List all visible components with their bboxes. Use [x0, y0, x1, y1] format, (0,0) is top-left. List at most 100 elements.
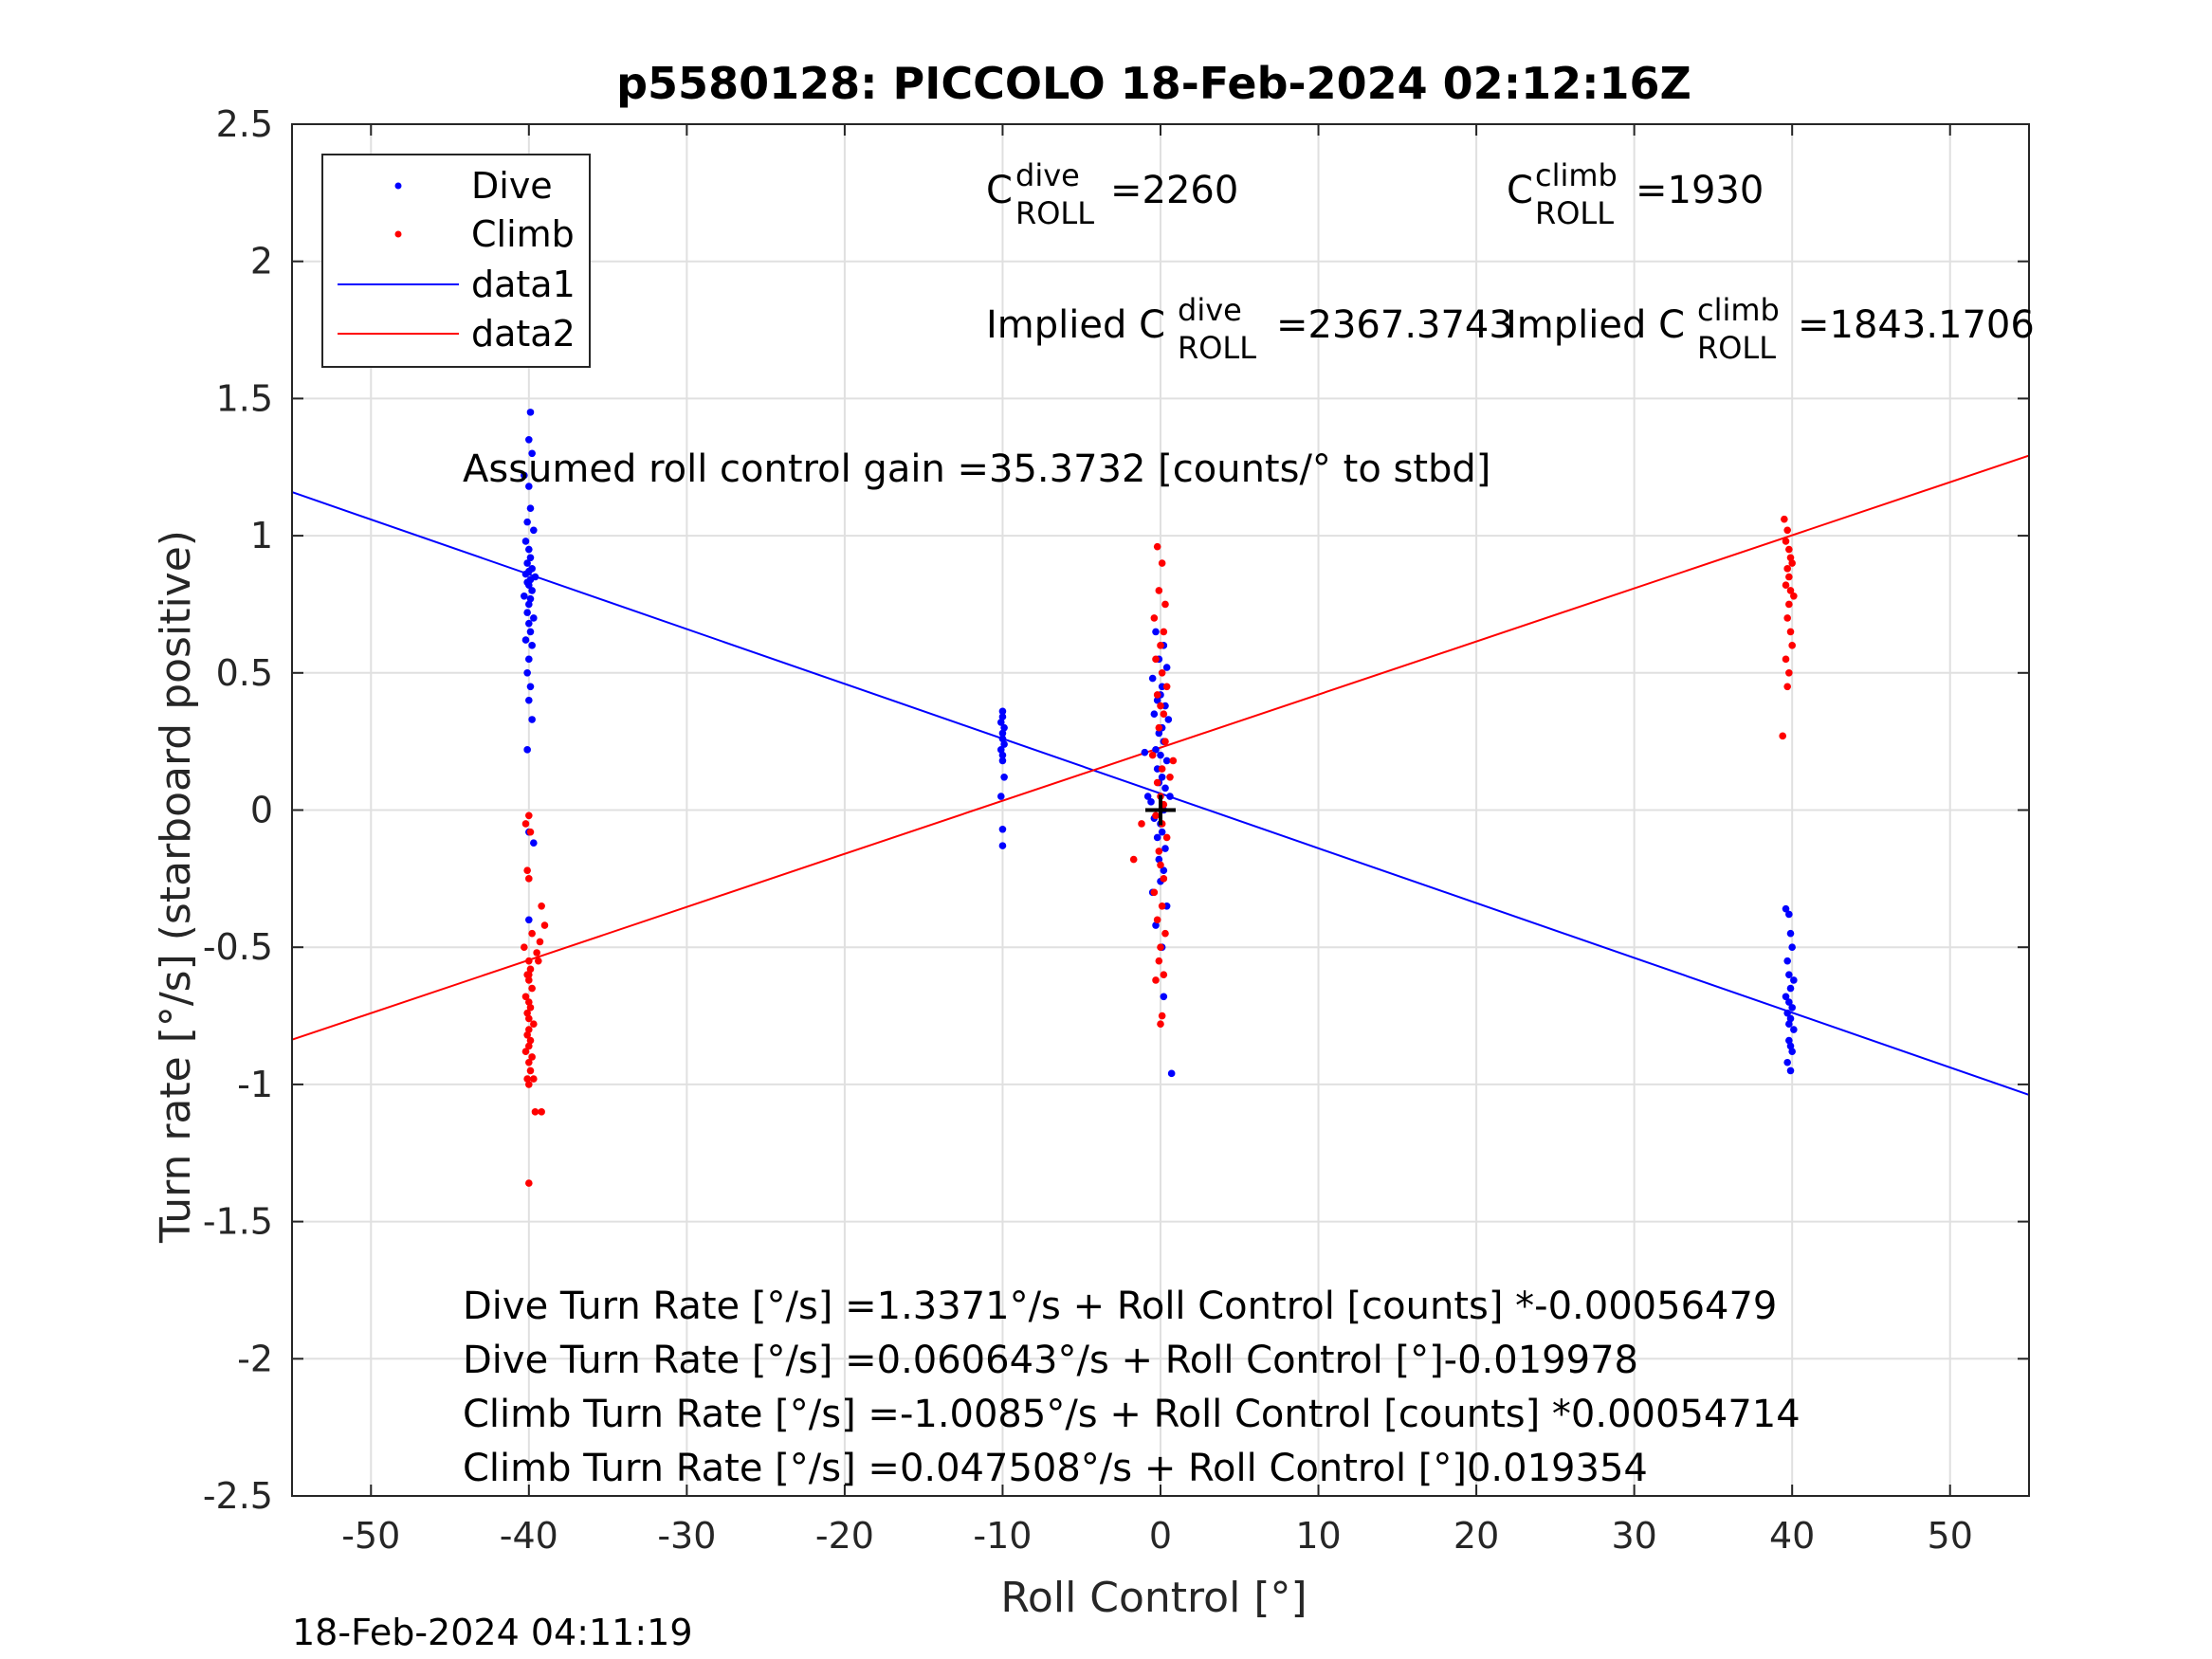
data-point-dive — [530, 614, 538, 622]
x-tick-label: -30 — [657, 1515, 716, 1557]
data-point-dive — [1000, 773, 1008, 781]
data-point-dive — [998, 757, 1007, 765]
data-point-dive — [523, 518, 531, 526]
data-point-dive — [1148, 674, 1157, 683]
data-point-climb — [1785, 669, 1793, 677]
data-point-dive — [526, 554, 535, 562]
data-point-dive — [521, 592, 528, 600]
data-point-dive — [1160, 993, 1168, 1001]
x-axis-label: Roll Control [°] — [1000, 1574, 1307, 1622]
data-point-dive — [521, 570, 530, 578]
legend-climb-marker — [394, 230, 402, 238]
data-point-climb — [528, 984, 536, 993]
data-point-climb — [1138, 820, 1145, 828]
fit-line-3: Climb Turn Rate [°/s] =-1.0085°/s + Roll… — [463, 1393, 1801, 1436]
implied-c-dive-subscript: ROLL — [1178, 330, 1256, 366]
y-tick-label: -1 — [237, 1064, 273, 1105]
data-point-climb — [1785, 545, 1793, 554]
c-climb-annotation: C climb ROLL =1930 — [1507, 157, 1764, 231]
data-point-dive — [1152, 921, 1160, 929]
data-point-dive — [1785, 1020, 1793, 1029]
data-point-climb — [1158, 902, 1166, 910]
data-point-dive — [1155, 729, 1163, 738]
data-point-climb — [1169, 757, 1178, 765]
data-point-dive — [1153, 833, 1161, 842]
data-point-climb — [1162, 683, 1171, 691]
data-point-dive — [1786, 984, 1795, 993]
data-point-dive — [998, 825, 1007, 833]
data-point-dive — [1157, 751, 1164, 759]
data-point-dive — [998, 751, 1007, 759]
data-point-climb — [1786, 587, 1795, 594]
data-point-climb — [1155, 848, 1163, 855]
data-point-climb — [1782, 581, 1790, 589]
data-point-dive — [1155, 855, 1163, 864]
data-point-climb — [1155, 587, 1163, 594]
y-tick-label: 1.5 — [216, 377, 273, 419]
data-point-dive — [1786, 1014, 1795, 1023]
data-point-dive — [1785, 998, 1793, 1006]
data-point-dive — [996, 746, 1005, 754]
data-point-climb — [1782, 655, 1790, 664]
data-point-dive — [525, 600, 533, 609]
y-tick-label: 0 — [250, 790, 273, 831]
data-point-climb — [530, 1020, 538, 1029]
fit-line-4: Climb Turn Rate [°/s] =0.047508°/s + Rol… — [463, 1447, 1648, 1490]
data-point-dive — [1162, 757, 1171, 765]
data-point-climb — [521, 1048, 530, 1055]
y-tick-label: -2.5 — [203, 1475, 273, 1517]
data-point-climb — [1157, 943, 1164, 951]
data-point-dive — [525, 436, 533, 444]
data-point-climb — [1157, 642, 1164, 649]
data-point-climb — [525, 998, 533, 1006]
data-point-dive — [528, 642, 536, 649]
data-point-climb — [528, 929, 536, 938]
data-point-dive — [1161, 784, 1169, 793]
data-point-climb — [1785, 573, 1793, 581]
data-point-climb — [525, 1058, 533, 1066]
data-point-climb — [1786, 628, 1795, 636]
data-point-climb — [525, 811, 533, 820]
x-tick-label: -40 — [500, 1515, 558, 1557]
data-point-climb — [1161, 600, 1169, 609]
data-point-climb — [526, 1066, 535, 1075]
data-point-dive — [528, 716, 536, 723]
data-point-dive — [526, 683, 535, 691]
data-point-climb — [526, 965, 535, 974]
data-point-dive — [525, 655, 533, 664]
x-tick-label: -50 — [341, 1515, 400, 1557]
data-point-dive — [996, 793, 1005, 800]
data-point-climb — [1785, 600, 1793, 609]
implied-c-dive-superscript: dive — [1178, 292, 1242, 328]
data-point-climb — [533, 949, 540, 957]
fit-line-2: Dive Turn Rate [°/s] =0.060643°/s + Roll… — [463, 1339, 1638, 1382]
fit-line-1: Dive Turn Rate [°/s] =1.3371°/s + Roll C… — [463, 1285, 1777, 1328]
x-tick-label: 20 — [1453, 1515, 1499, 1557]
data-point-dive — [1782, 904, 1790, 913]
data-point-climb — [1152, 655, 1160, 664]
data-point-dive — [521, 538, 530, 545]
y-tick-label: -1.5 — [203, 1201, 273, 1243]
data-point-dive — [525, 545, 533, 554]
data-point-climb — [525, 1026, 533, 1033]
data-point-dive — [1162, 664, 1171, 671]
data-point-climb — [1152, 811, 1160, 820]
data-point-climb — [1166, 773, 1174, 781]
data-point-climb — [530, 1075, 538, 1083]
data-point-climb — [1781, 515, 1788, 523]
data-point-dive — [525, 483, 533, 490]
data-point-climb — [536, 938, 544, 946]
data-point-dive — [1161, 845, 1169, 852]
data-point-climb — [535, 957, 542, 965]
data-point-dive — [998, 707, 1007, 716]
implied-c-dive-symbol: Implied C — [986, 303, 1165, 347]
data-point-climb — [1157, 1020, 1164, 1029]
y-tick-label: -2 — [237, 1338, 273, 1379]
implied-c-dive-value: =2367.3743 — [1276, 303, 1513, 347]
data-point-climb — [1160, 628, 1168, 636]
data-point-climb — [1153, 916, 1161, 924]
data-point-dive — [1785, 910, 1793, 919]
legend: Dive Climb data1 data2 — [321, 154, 591, 368]
data-point-climb — [1153, 778, 1161, 787]
data-point-dive — [525, 916, 533, 924]
